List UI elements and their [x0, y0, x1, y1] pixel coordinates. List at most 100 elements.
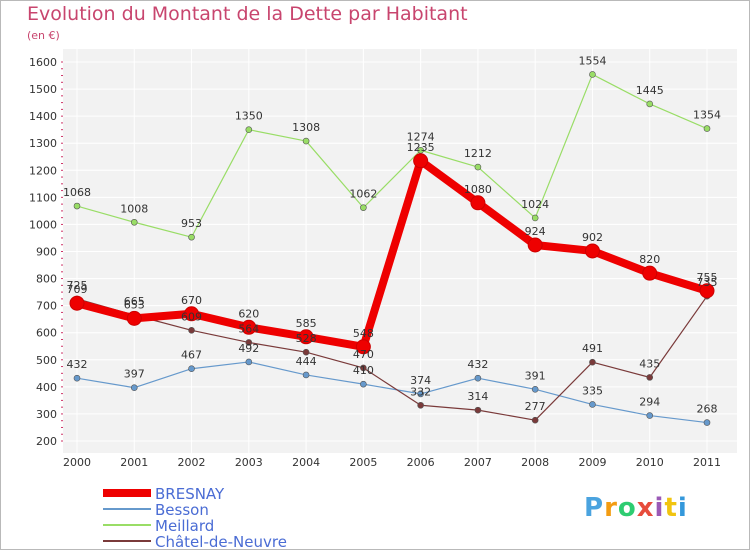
y-tick-label: 400: [36, 381, 57, 394]
series-line: [75, 156, 709, 351]
data-label: 1445: [636, 84, 664, 97]
x-tick-label: 2010: [636, 456, 664, 469]
data-point: [699, 283, 715, 299]
data-label: 397: [124, 368, 145, 381]
data-label: 332: [410, 385, 431, 398]
data-point: [245, 126, 253, 133]
data-label: 1008: [120, 202, 148, 215]
data-point: [245, 358, 253, 366]
data-point: [646, 374, 654, 381]
data-point: [589, 71, 596, 78]
data-point: [417, 401, 424, 409]
data-label: 467: [181, 349, 202, 362]
data-label: 528: [296, 332, 317, 345]
data-label: 1235: [407, 141, 435, 154]
x-tick-label: 2008: [521, 456, 549, 469]
data-point: [470, 195, 486, 211]
logo-letter: i: [677, 493, 688, 523]
data-label: 620: [238, 307, 259, 320]
data-point: [531, 385, 539, 393]
series-line: [76, 295, 708, 421]
data-point: [188, 326, 195, 334]
chart-unit: (en €): [27, 29, 60, 42]
logo-letter: x: [636, 493, 655, 523]
logo-letter: t: [664, 493, 678, 523]
data-point: [646, 100, 654, 108]
data-point: [531, 416, 539, 424]
data-point: [646, 412, 654, 419]
data-point: [360, 204, 367, 211]
data-label: 432: [67, 358, 88, 371]
chart-title: Evolution du Montant de la Dette par Hab…: [27, 3, 468, 25]
data-point: [474, 163, 482, 171]
data-label: 902: [582, 231, 603, 244]
data-label: 653: [124, 298, 145, 311]
data-label: 709: [67, 283, 88, 296]
data-label: 294: [639, 396, 660, 409]
data-point: [241, 319, 257, 335]
data-point: [188, 233, 195, 241]
data-label: 820: [639, 253, 660, 266]
data-point: [355, 339, 371, 355]
data-label: 435: [639, 357, 660, 370]
y-tick-label: 500: [36, 354, 57, 367]
data-label: 924: [525, 225, 546, 238]
data-label: 1068: [63, 186, 91, 199]
data-label: 755: [697, 271, 718, 284]
data-point: [184, 306, 200, 322]
x-tick-label: 2005: [349, 456, 377, 469]
data-point: [73, 202, 81, 210]
data-label: 1350: [235, 110, 263, 123]
data-point: [474, 406, 482, 414]
data-label: 1080: [464, 183, 492, 196]
y-tick-label: 1200: [29, 164, 57, 177]
data-point: [302, 137, 310, 145]
series-line: [76, 73, 708, 238]
data-label: 268: [697, 403, 718, 416]
data-label: 492: [238, 342, 259, 355]
data-point: [589, 358, 596, 366]
data-point: [298, 329, 314, 345]
data-point: [130, 218, 138, 226]
x-tick-label: 2011: [693, 456, 721, 469]
y-tick-label: 300: [36, 408, 57, 421]
data-label: 1062: [349, 188, 377, 201]
legend-label: Châtel-de-Neuvre: [155, 533, 287, 549]
data-label: 953: [181, 217, 202, 230]
data-point: [245, 339, 253, 346]
y-tick-label: 700: [36, 300, 57, 313]
x-tick-label: 2001: [120, 456, 148, 469]
x-tick-label: 2004: [292, 456, 320, 469]
data-point: [302, 371, 310, 379]
data-label: 585: [296, 317, 317, 330]
x-tick-label: 2009: [578, 456, 606, 469]
data-point: [126, 310, 142, 326]
legend-label: Besson: [155, 501, 209, 519]
data-label: 391: [525, 369, 546, 382]
data-label: 1274: [407, 130, 435, 143]
data-label: 725: [67, 279, 88, 292]
data-point: [531, 214, 539, 222]
y-tick-label: 1100: [29, 191, 57, 204]
data-label: 1354: [693, 109, 721, 122]
y-tick-label: 1000: [29, 218, 57, 231]
logo-letter: o: [617, 493, 637, 523]
x-tick-label: 2007: [464, 456, 492, 469]
data-point: [417, 390, 424, 398]
data-label: 1212: [464, 147, 492, 160]
y-tick-label: 1300: [29, 137, 57, 150]
x-tick-label: 2006: [407, 456, 435, 469]
y-tick-label: 1500: [29, 83, 57, 96]
data-label: 374: [410, 374, 431, 387]
y-tick-label: 1600: [29, 56, 57, 69]
data-point: [360, 364, 367, 372]
y-tick-label: 800: [36, 273, 57, 286]
data-point: [360, 380, 367, 388]
legend-label: BRESNAY: [155, 485, 225, 503]
x-tick-label: 2002: [178, 456, 206, 469]
data-label: 410: [353, 364, 374, 377]
data-label: 444: [296, 355, 317, 368]
data-label: 670: [181, 294, 202, 307]
y-tick-label: 200: [36, 435, 57, 448]
